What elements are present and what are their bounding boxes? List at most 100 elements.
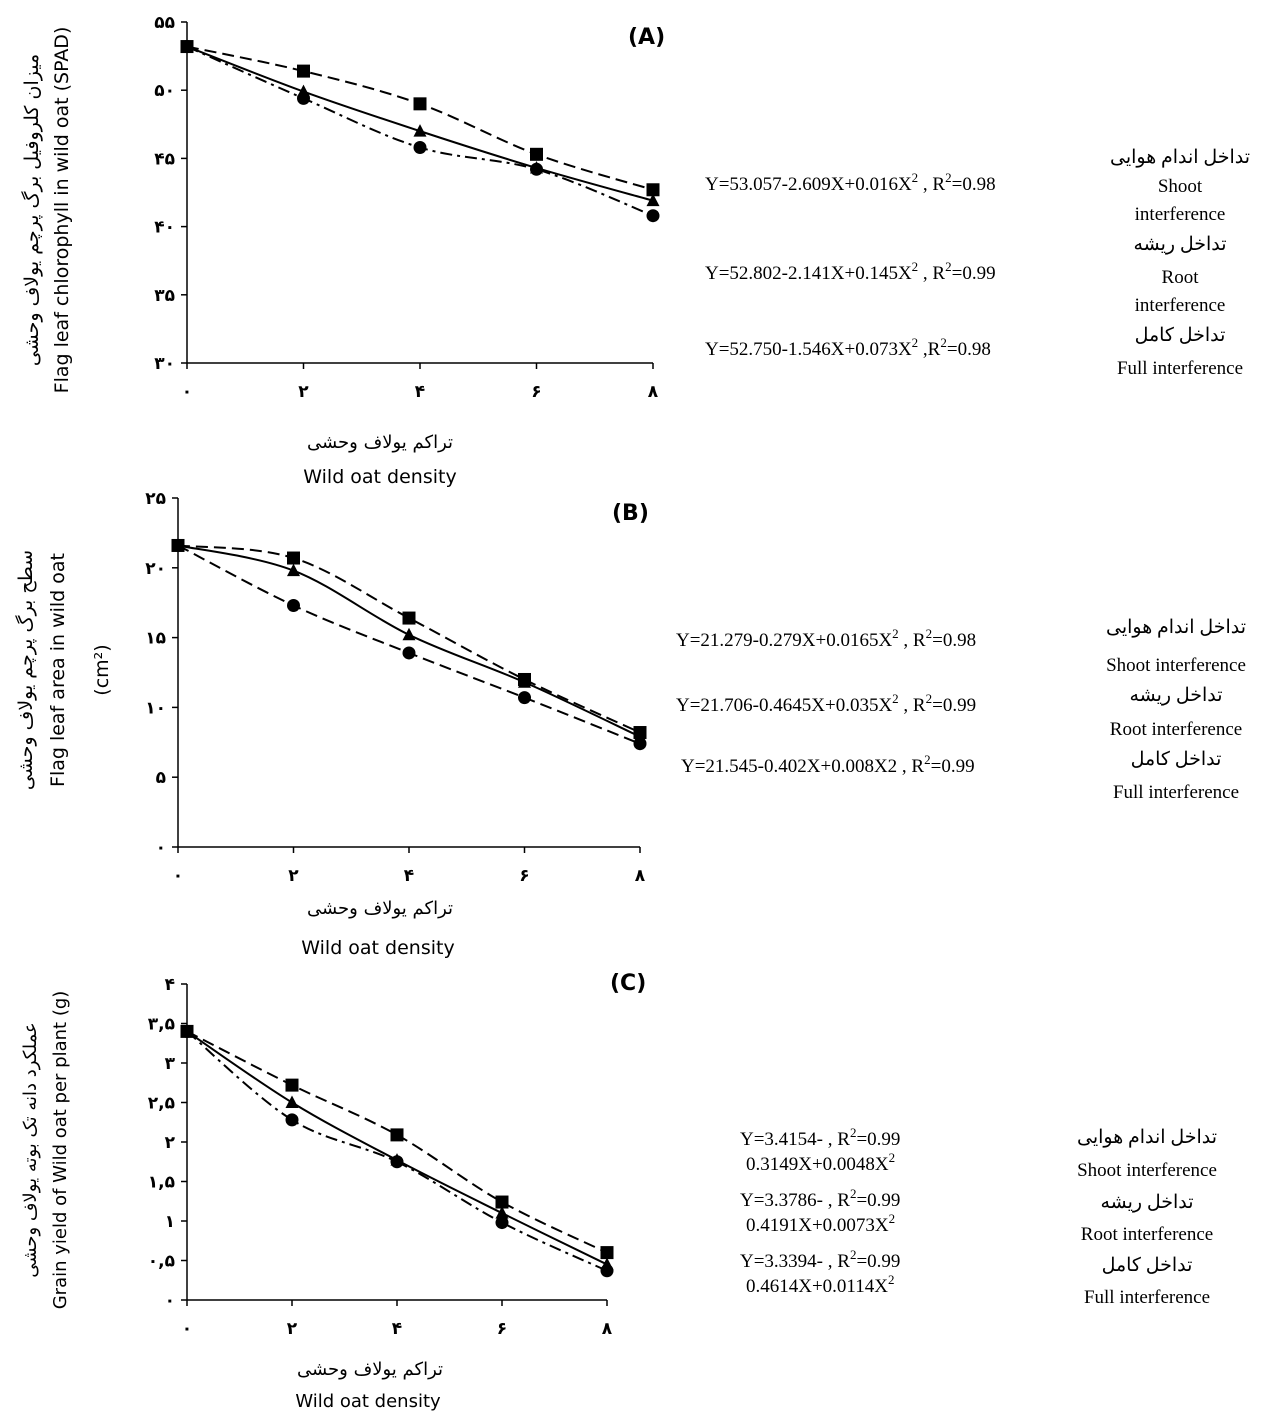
data-point-square — [390, 1128, 404, 1142]
y-axis-title-fa: میزان کلروفیل برگ پرچم یولاف وحشی — [21, 54, 43, 366]
y-axis-title-fa: سطح برگ پرچم یولاف وحشی — [15, 550, 37, 790]
y-axis-title-en: Flag leaf area in wild oat — [47, 553, 69, 787]
equation-full-line1: Y=3.3394- , R2=0.99 — [740, 1247, 900, 1272]
y-axis-title-fa: عملکرد دانه تک بوته یولاف وحشی — [20, 1022, 41, 1277]
panel-label: (C) — [610, 971, 646, 996]
legend-shoot-en-1: Shoot — [1158, 176, 1203, 197]
x-axis-title-en: Wild oat density — [301, 937, 454, 959]
series-line-square — [186, 1030, 608, 1254]
x-axis-title-en: Wild oat density — [295, 1391, 441, 1412]
legend-shoot-fa: تداخل اندام هوایی — [1077, 1127, 1217, 1148]
data-point-circle — [530, 162, 543, 176]
y-tick-label: ۴۵ — [154, 149, 175, 169]
y-tick-label: ۲۰ — [145, 559, 166, 579]
data-point-triangle — [402, 627, 416, 641]
plot-area: ۰ ۰,۵ ۱ ۱,۵ ۲ ۲,۵ ۳ ۳,۵ ۴ ۰ ۲ ۴ ۶ ۸ — [148, 975, 614, 1339]
data-point-circle — [171, 538, 185, 552]
y-tick-label: ۱,۵ — [148, 1173, 175, 1193]
data-point-circle — [600, 1264, 614, 1278]
y-tick-label: ۳۰ — [154, 354, 175, 374]
series-line-circle — [177, 544, 641, 745]
legend-full-en-1: Full interference — [1113, 782, 1239, 803]
chart-panel-c: (C) عملکرد دانه تک بوته یولاف وحشی Grain… — [20, 971, 1217, 1412]
legend-root-fa: تداخل ریشه — [1129, 685, 1222, 706]
y-axis-title: میزان کلروفیل برگ پرچم یولاف وحشی Flag l… — [21, 27, 73, 394]
chart-panel-a: (A) میزان کلروفیل برگ پرچم یولاف وحشی Fl… — [21, 13, 1250, 488]
data-point-square — [600, 1246, 614, 1260]
data-point-square — [646, 183, 660, 197]
data-point-circle — [297, 91, 310, 105]
y-tick-label: ۲,۵ — [148, 1094, 175, 1114]
data-point-circle — [287, 598, 300, 612]
data-point-circle — [180, 40, 194, 54]
series-line-circle — [186, 1030, 608, 1272]
legend-full-en-1: Full interference — [1117, 358, 1243, 379]
legend-root-en-1: Root interference — [1110, 719, 1242, 740]
equations: Y=53.057-2.609X+0.016X2 , R2=0.98 Y=52.8… — [705, 170, 996, 360]
x-tick-label: ۴ — [392, 1319, 402, 1339]
equations: Y=3.4154- , R2=0.99 0.3149X+0.0048X2 Y=3… — [740, 1125, 900, 1297]
equation-full: Y=52.750-1.546X+0.073X2 ,R2=0.98 — [705, 335, 991, 360]
legend-root-fa: تداخل ریشه — [1100, 1192, 1193, 1213]
equation-root: Y=21.706-0.4645X+0.035X2 , R2=0.99 — [676, 691, 976, 716]
x-tick-label: ۴ — [404, 866, 414, 886]
data-point-square — [530, 147, 543, 161]
y-tick-label: ۴۰ — [154, 218, 175, 238]
x-axis-title-fa: تراکم یولاف وحشی — [307, 898, 453, 919]
data-point-circle — [180, 1024, 194, 1038]
x-tick-label: ۸ — [635, 866, 646, 886]
x-tick-label: ۶ — [497, 1319, 507, 1339]
data-point-square — [297, 64, 310, 78]
legend-full-fa: تداخل کامل — [1102, 1255, 1193, 1276]
x-tick-label: ۲ — [287, 1319, 298, 1339]
y-tick-label: ۰ — [165, 1291, 175, 1311]
equation-shoot-line1: Y=3.4154- , R2=0.99 — [740, 1125, 900, 1150]
y-axis-title-en: Grain yield of Wild oat per plant (g) — [50, 991, 71, 1310]
y-axis-title-unit: (cm²) — [91, 644, 113, 695]
x-tick-label: ۲ — [288, 866, 299, 886]
legend-full-fa: تداخل کامل — [1135, 325, 1226, 346]
data-point-circle — [413, 140, 427, 154]
equation-shoot: Y=53.057-2.609X+0.016X2 , R2=0.98 — [705, 170, 996, 195]
legend-root-en-2: interference — [1135, 295, 1226, 316]
panel-label: (B) — [612, 501, 649, 526]
legend-labels: تداخل اندام هوایی Shoot interference تدا… — [1110, 147, 1250, 379]
equation-root-line1: Y=3.3786- , R2=0.99 — [740, 1186, 900, 1211]
series-line-square — [186, 45, 654, 191]
equation-shoot: Y=21.279-0.279X+0.0165X2 , R2=0.98 — [676, 626, 976, 651]
data-point-square — [402, 611, 416, 625]
data-point-circle — [646, 209, 660, 223]
legend-labels: تداخل اندام هوایی Shoot interference تدا… — [1077, 1127, 1217, 1308]
data-point-square — [495, 1195, 509, 1209]
y-tick-label: ۰,۵ — [148, 1252, 175, 1272]
legend-shoot-en-1: Shoot interference — [1077, 1160, 1217, 1181]
data-point-triangle — [646, 193, 660, 207]
y-axis-title-en: Flag leaf chlorophyll in wild oat (SPAD) — [51, 27, 73, 394]
plot-area: ۰ ۵ ۱۰ ۱۵ ۲۰ ۲۵ ۰ ۲ ۴ ۶ ۸ — [145, 490, 647, 886]
legend-full-en-1: Full interference — [1084, 1287, 1210, 1308]
data-point-circle — [633, 737, 647, 751]
data-point-circle — [402, 646, 416, 660]
x-axis-title-fa: تراکم یولاف وحشی — [307, 432, 453, 453]
x-tick-label: ۶ — [531, 382, 541, 402]
series-line-triangle — [186, 45, 654, 202]
series-line-triangle — [186, 1030, 608, 1266]
series-line-square — [177, 544, 641, 734]
x-tick-label: ۰ — [173, 866, 183, 886]
x-axis-title-en: Wild oat density — [303, 466, 456, 488]
equation-shoot-line2: 0.3149X+0.0048X2 — [746, 1150, 895, 1175]
legend-shoot-fa: تداخل اندام هوایی — [1106, 617, 1246, 638]
legend-labels: تداخل اندام هوایی Shoot interference تدا… — [1106, 617, 1246, 803]
data-point-square — [287, 551, 300, 565]
y-tick-label: ۱ — [165, 1212, 175, 1232]
x-tick-label: ۶ — [519, 866, 529, 886]
legend-shoot-fa: تداخل اندام هوایی — [1110, 147, 1250, 168]
data-point-square — [285, 1078, 299, 1092]
y-axis-title: عملکرد دانه تک بوته یولاف وحشی Grain yie… — [20, 991, 71, 1310]
equation-root-line2: 0.4191X+0.0073X2 — [746, 1211, 895, 1236]
data-point-circle — [390, 1155, 404, 1169]
legend-root-en-1: Root interference — [1081, 1224, 1213, 1245]
y-tick-label: ۳,۵ — [148, 1015, 175, 1035]
data-point-triangle — [287, 563, 300, 577]
equation-full-line2: 0.4614X+0.0114X2 — [746, 1272, 894, 1297]
